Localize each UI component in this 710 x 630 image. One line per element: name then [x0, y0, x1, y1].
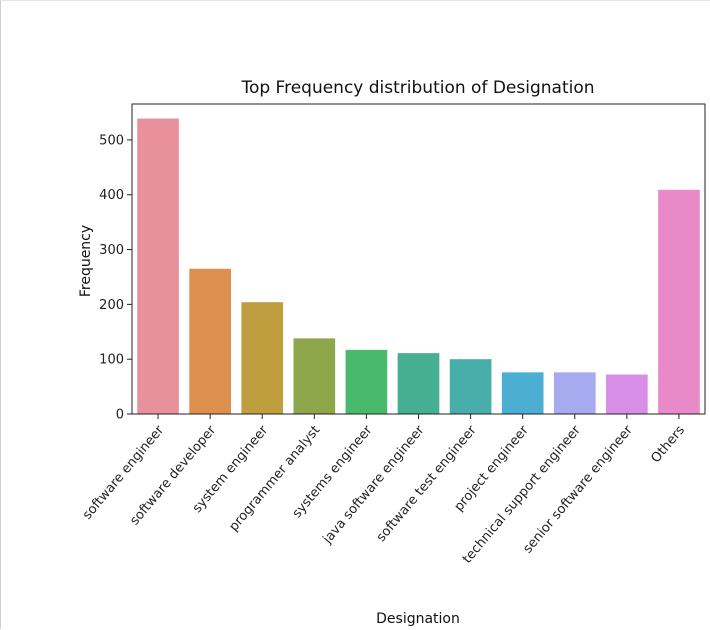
bar-programmer-analyst — [293, 338, 336, 414]
y-tick-label-500: 500 — [99, 133, 124, 148]
y-axis-label: Frequency — [78, 225, 94, 297]
x-tick-label-others: Others — [648, 423, 688, 466]
bar-senior-software-engineer — [606, 374, 648, 414]
x-tick-label-programmer-analyst: programmer analyst — [226, 423, 323, 535]
y-tick-label-200: 200 — [99, 298, 124, 313]
x-tick-label-java-software-engineer: java software engineer — [320, 422, 428, 547]
x-tick-label-senior-software-engineer: senior software engineer — [520, 422, 636, 556]
x-tick-label-software-test-engineer: software test engineer — [374, 422, 480, 545]
bar-java-software-engineer — [397, 353, 440, 414]
bar-software-developer — [189, 268, 231, 414]
y-tick-label-0: 0 — [116, 408, 124, 423]
x-tick-label-software-developer: software developer — [127, 422, 219, 528]
bar-system-engineer — [241, 302, 284, 414]
bar-project-engineer — [501, 372, 544, 414]
bar-software-engineer — [137, 118, 179, 415]
y-axis-ticks: 0 100 200 300 400 500 — [99, 133, 132, 423]
y-tick-label-400: 400 — [99, 188, 124, 203]
bar-others — [658, 189, 700, 414]
x-axis-label: Designation — [376, 611, 460, 627]
bar-technical-support-engineer — [553, 372, 596, 414]
bar-systems-engineer — [345, 349, 388, 414]
plot-frame — [131, 103, 706, 415]
chart-title: Top Frequency distribution of Designatio… — [240, 78, 594, 98]
y-tick-label-100: 100 — [99, 353, 124, 368]
bars-group — [137, 118, 700, 415]
y-tick-label-300: 300 — [99, 243, 124, 258]
bar-software-test-engineer — [449, 359, 492, 414]
